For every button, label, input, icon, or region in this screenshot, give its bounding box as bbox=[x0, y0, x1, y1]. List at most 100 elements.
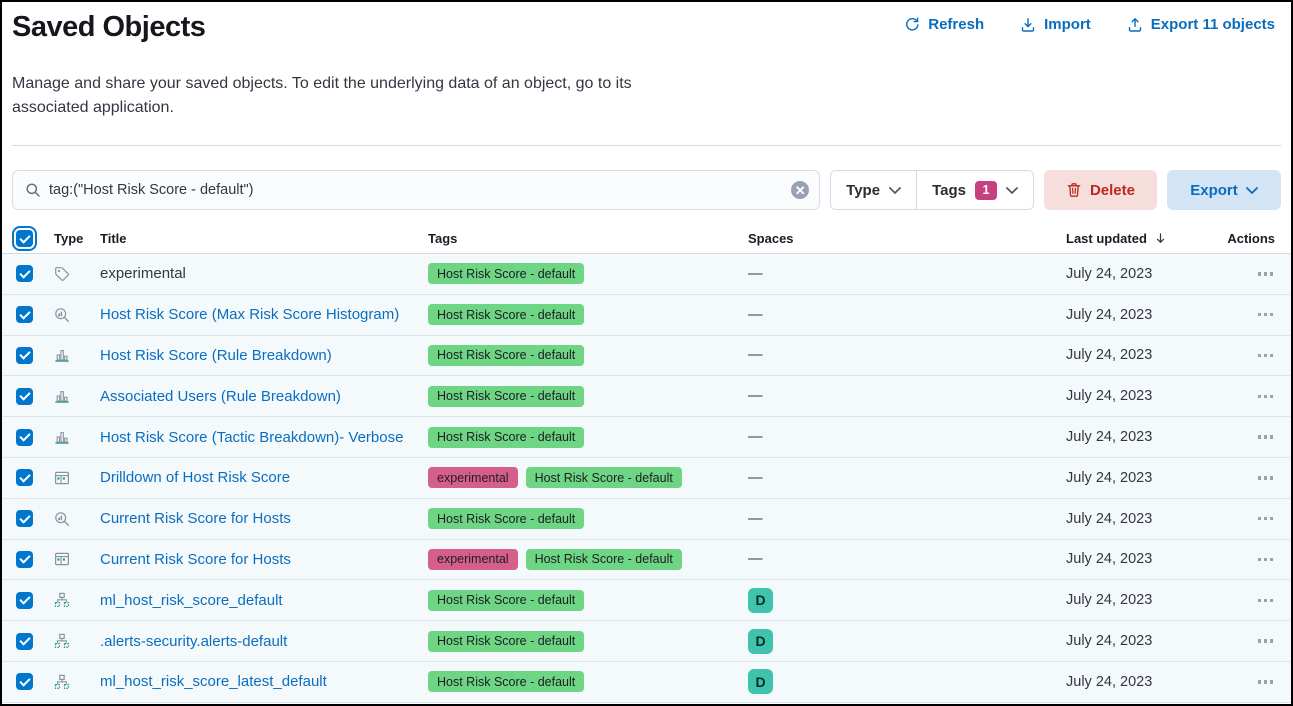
chevron-down-icon bbox=[1006, 187, 1018, 194]
space-avatar: D bbox=[748, 587, 773, 613]
search-box: ✕ bbox=[12, 170, 821, 210]
row-checkbox[interactable] bbox=[16, 428, 33, 446]
tag-badge[interactable]: Host Risk Score - default bbox=[428, 344, 585, 366]
row-actions-button[interactable] bbox=[1256, 309, 1276, 321]
tag-badge[interactable]: Host Risk Score - default bbox=[428, 508, 585, 530]
row-checkbox[interactable] bbox=[16, 591, 33, 609]
row-title-link[interactable]: Associated Users (Rule Breakdown) bbox=[100, 387, 341, 405]
tags-count-badge: 1 bbox=[974, 180, 997, 200]
last-updated: July 24, 2023 bbox=[1066, 592, 1153, 609]
export-selected-button[interactable]: Export bbox=[1167, 170, 1281, 210]
boxes-horizontal-icon bbox=[1257, 557, 1261, 562]
table-row: Host Risk Score (Tactic Breakdown)- Verb… bbox=[2, 417, 1291, 458]
tag-badge[interactable]: Host Risk Score - default bbox=[428, 630, 585, 652]
table-row: Host Risk Score (Max Risk Score Histogra… bbox=[2, 294, 1291, 336]
row-title-link[interactable]: Current Risk Score for Hosts bbox=[100, 550, 291, 568]
row-checkbox[interactable] bbox=[16, 306, 33, 324]
row-actions-button[interactable] bbox=[1256, 676, 1276, 688]
last-updated: July 24, 2023 bbox=[1066, 347, 1153, 364]
row-checkbox[interactable] bbox=[16, 673, 33, 691]
boxes-horizontal-icon bbox=[1257, 435, 1261, 439]
tag-badge[interactable]: Host Risk Score - default bbox=[428, 426, 585, 448]
row-actions-button[interactable] bbox=[1256, 554, 1276, 566]
row-title-link[interactable]: ml_host_risk_score_default bbox=[100, 591, 283, 609]
row-title-link[interactable]: ml_host_risk_score_latest_default bbox=[100, 673, 327, 691]
type-filter-button[interactable]: Type bbox=[831, 171, 916, 209]
row-title-link[interactable]: Drilldown of Host Risk Score bbox=[100, 469, 291, 487]
boxes-horizontal-icon bbox=[1257, 680, 1261, 684]
col-spaces: Spaces bbox=[748, 231, 794, 246]
row-title-link[interactable]: Host Risk Score (Tactic Breakdown)- Verb… bbox=[100, 428, 404, 446]
tag-badge[interactable]: Host Risk Score - default bbox=[525, 467, 682, 489]
spaces-value: — bbox=[748, 429, 763, 446]
import-button[interactable]: Import bbox=[1020, 16, 1091, 33]
spaces-value: — bbox=[748, 347, 763, 364]
last-updated: July 24, 2023 bbox=[1066, 551, 1153, 568]
row-actions-button[interactable] bbox=[1256, 472, 1276, 484]
filter-group: Type Tags 1 bbox=[830, 170, 1034, 210]
row-actions-button[interactable] bbox=[1256, 350, 1276, 362]
dashboard-icon bbox=[54, 551, 70, 567]
row-checkbox[interactable] bbox=[16, 346, 33, 364]
row-checkbox[interactable] bbox=[16, 632, 33, 650]
row-checkbox[interactable] bbox=[16, 469, 33, 487]
boxes-horizontal-icon bbox=[1257, 476, 1261, 480]
tag-badge[interactable]: Host Risk Score - default bbox=[428, 263, 585, 285]
last-updated: July 24, 2023 bbox=[1066, 306, 1153, 323]
boxes-horizontal-icon bbox=[1257, 394, 1261, 399]
refresh-button[interactable]: Refresh bbox=[904, 16, 984, 33]
table-row: experimental Host Risk Score - default —… bbox=[2, 254, 1291, 295]
row-checkbox[interactable] bbox=[16, 550, 33, 568]
table-header-row: Type Title Tags Spaces Last updated Acti… bbox=[2, 224, 1291, 254]
tag-badge[interactable]: Host Risk Score - default bbox=[525, 548, 682, 570]
row-title-link[interactable]: Host Risk Score (Rule Breakdown) bbox=[100, 346, 332, 364]
col-tags: Tags bbox=[428, 231, 458, 246]
row-title-link[interactable]: Host Risk Score (Max Risk Score Histogra… bbox=[100, 306, 400, 324]
row-checkbox[interactable] bbox=[16, 265, 33, 283]
row-actions-button[interactable] bbox=[1256, 268, 1276, 280]
boxes-horizontal-icon bbox=[1257, 516, 1261, 521]
select-all-checkbox[interactable] bbox=[12, 226, 37, 251]
export-all-button[interactable]: Export 11 objects bbox=[1127, 16, 1275, 33]
row-actions-button[interactable] bbox=[1256, 431, 1276, 443]
index-icon bbox=[54, 592, 70, 608]
page-title: Saved Objects bbox=[12, 11, 206, 43]
col-last-updated[interactable]: Last updated bbox=[1066, 231, 1216, 246]
row-actions-button[interactable] bbox=[1256, 595, 1276, 607]
dashboard-icon bbox=[54, 470, 70, 486]
row-title: experimental bbox=[100, 265, 186, 283]
boxes-horizontal-icon bbox=[1257, 353, 1261, 358]
row-actions-button[interactable] bbox=[1256, 391, 1276, 403]
tag-badge[interactable]: Host Risk Score - default bbox=[428, 589, 585, 611]
tags-filter-button[interactable]: Tags 1 bbox=[916, 171, 1033, 209]
row-checkbox[interactable] bbox=[16, 387, 33, 405]
tag-badge[interactable]: Host Risk Score - default bbox=[428, 385, 585, 407]
bar-chart-icon bbox=[54, 429, 70, 445]
last-updated: July 24, 2023 bbox=[1066, 388, 1153, 405]
sort-desc-icon bbox=[1153, 231, 1168, 246]
clear-search-button[interactable]: ✕ bbox=[791, 181, 810, 199]
close-icon: ✕ bbox=[794, 182, 806, 198]
lens-icon bbox=[54, 511, 70, 527]
tag-badge[interactable]: Host Risk Score - default bbox=[428, 304, 585, 326]
toolbar: ✕ Type Tags 1 Delete Export bbox=[2, 146, 1291, 210]
row-checkbox[interactable] bbox=[16, 510, 33, 528]
row-title-link[interactable]: .alerts-security.alerts-default bbox=[100, 632, 288, 650]
last-updated: July 24, 2023 bbox=[1066, 265, 1153, 282]
spaces-value: — bbox=[748, 306, 763, 323]
page-header: Saved Objects Refresh Import Export 11 o… bbox=[2, 2, 1291, 146]
boxes-horizontal-icon bbox=[1257, 312, 1261, 317]
tag-badge[interactable]: experimental bbox=[428, 548, 518, 570]
row-actions-button[interactable] bbox=[1256, 513, 1276, 525]
delete-button[interactable]: Delete bbox=[1043, 170, 1157, 210]
table-row: Drilldown of Host Risk Score experimenta… bbox=[2, 457, 1291, 499]
row-actions-button[interactable] bbox=[1256, 635, 1276, 647]
row-title-link[interactable]: Current Risk Score for Hosts bbox=[100, 510, 291, 528]
header-actions: Refresh Import Export 11 objects bbox=[904, 8, 1281, 33]
chevron-down-icon bbox=[1246, 187, 1258, 194]
tag-badge[interactable]: experimental bbox=[428, 467, 518, 489]
search-input[interactable] bbox=[49, 182, 784, 198]
last-updated: July 24, 2023 bbox=[1066, 429, 1153, 446]
last-updated: July 24, 2023 bbox=[1066, 673, 1153, 690]
tag-badge[interactable]: Host Risk Score - default bbox=[428, 671, 585, 693]
